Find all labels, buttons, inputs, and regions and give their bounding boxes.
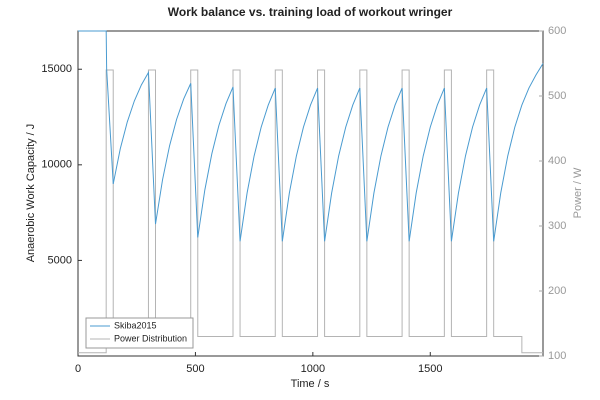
series-line [78, 69, 543, 354]
plot-frame [77, 30, 544, 357]
y-tick-label: 15000 [41, 63, 72, 75]
legend-label: Power Distribution [114, 333, 187, 343]
y-tick-label: 5000 [48, 254, 72, 266]
y2-tick-label: 200 [548, 285, 566, 297]
x-axis-label: Time / s [291, 378, 330, 390]
x-tick-label: 1000 [301, 363, 325, 375]
y-axis-label: Anaerobic Work Capacity / J [25, 124, 37, 263]
x-tick-label: 0 [75, 363, 81, 375]
y2-tick-label: 500 [548, 90, 566, 102]
y-tick-label: 10000 [41, 159, 72, 171]
y2-tick-label: 600 [548, 25, 566, 37]
x-tick-label: 1500 [418, 363, 442, 375]
y2-axis-label: Power / W [572, 167, 584, 218]
chart-title: Work balance vs. training load of workou… [168, 5, 453, 19]
y2-tick-label: 300 [548, 220, 566, 232]
legend-box [85, 317, 194, 349]
series-line [78, 30, 544, 242]
y2-tick-label: 400 [548, 155, 566, 167]
x-tick-label: 500 [186, 363, 204, 375]
legend-label: Skiba2015 [114, 320, 157, 330]
y2-tick-label: 100 [548, 350, 566, 362]
